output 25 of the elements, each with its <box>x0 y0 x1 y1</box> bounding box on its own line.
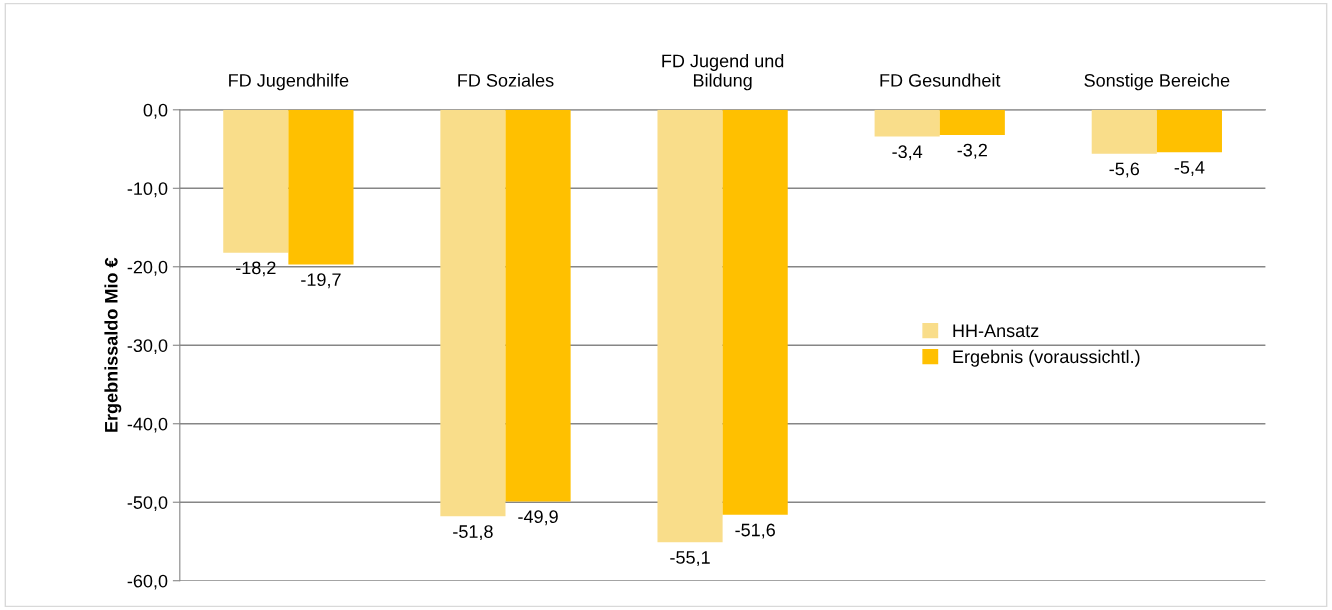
x-tick-label: FD Jugend und Bildung <box>662 54 784 91</box>
y-tick-label: -40,0 <box>127 417 168 433</box>
x-tick-label: Sonstige Bereiche <box>1084 73 1230 91</box>
x-tick-label: FD Soziales <box>458 73 554 87</box>
y-tick-label: -30,0 <box>127 339 168 355</box>
data-label: -49,9 <box>518 510 558 526</box>
data-label: -51,8 <box>453 525 493 541</box>
x-tick-label: FD Gesundheit <box>880 73 1001 87</box>
y-tick-label: -50,0 <box>127 496 168 512</box>
data-label: -5,4 <box>1174 161 1205 176</box>
x-tick-label: FD Jugendhilfe <box>229 73 349 91</box>
data-label: -55,1 <box>670 551 710 566</box>
y-tick-label: -60,0 <box>127 574 168 590</box>
y-tick-label: -10,0 <box>127 182 168 198</box>
y-tick-label: 0,0 <box>143 103 168 119</box>
data-label: -51,6 <box>735 523 775 539</box>
y-tick-label: -20,0 <box>127 260 168 276</box>
y-axis-title: Ergebnissaldo Mio € <box>104 257 122 432</box>
data-label: -3,2 <box>957 143 987 159</box>
data-label: -19,7 <box>301 273 341 289</box>
legend-label: HH-Ansatz <box>953 324 1039 338</box>
legend-label: Ergebnis (voraussichtl.) <box>953 349 1140 367</box>
data-label: -5,6 <box>1109 162 1140 178</box>
data-label: -18,2 <box>236 261 276 277</box>
data-label: -3,4 <box>892 145 923 161</box>
